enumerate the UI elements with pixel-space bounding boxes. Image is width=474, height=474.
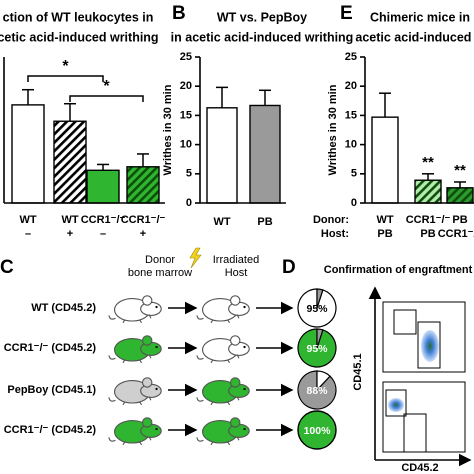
pie-slice	[316, 328, 324, 349]
chart-subtitle: in acetic acid-induced writhing	[171, 30, 354, 44]
row-title: Donor:	[313, 214, 349, 226]
donor-mouse	[108, 295, 162, 324]
donor-mouse	[108, 417, 162, 446]
x-tick-label: CCR1⁻/⁻	[438, 228, 474, 240]
y-tick-label: 5	[186, 168, 192, 180]
x-tick-label: +	[140, 228, 146, 240]
arrows	[168, 301, 294, 437]
bar	[53, 120, 87, 204]
panel-title: Confirmation of engraftment	[324, 264, 473, 276]
bar	[11, 104, 45, 204]
y-axis-label: Writhes in 30 min	[162, 84, 174, 175]
x-tick-label: CCR1⁻/⁻	[406, 214, 451, 226]
x-tick-label: WT	[61, 214, 78, 226]
significance-label: **	[454, 162, 466, 179]
bar	[414, 179, 442, 204]
x-tick-label: WT	[376, 214, 393, 226]
pie-label: 100%	[304, 425, 332, 437]
pie-slice	[316, 370, 331, 392]
x-tick-label: CCR1⁻/⁻	[121, 214, 166, 226]
panel-letter: C	[0, 257, 14, 278]
y-axis-label: Writhes in 30 min	[327, 84, 339, 175]
panel-letter: B	[172, 3, 186, 24]
row: CCR1⁻/⁻ (CD45.2)	[4, 417, 250, 446]
chart-title: ction of WT leukocytes in	[3, 10, 154, 24]
y-tick-label: 0	[351, 197, 357, 209]
axis-label: CD45.1	[352, 353, 364, 390]
significance-label: **	[422, 154, 434, 171]
pie-slice	[297, 410, 337, 450]
flow-plot	[382, 381, 466, 453]
significance-label: *	[103, 78, 110, 95]
bar	[126, 166, 160, 204]
x-tick-label: PB	[452, 214, 467, 226]
pie-label: 95%	[306, 303, 328, 315]
pie-label: 95%	[306, 343, 328, 355]
row-label: PepBoy (CD45.1)	[7, 384, 96, 396]
significance-bracket	[69, 95, 144, 102]
column-header: Donor	[145, 254, 175, 266]
x-tick-label: –	[100, 228, 106, 240]
flow-plot	[382, 301, 466, 373]
column-header: bone marrow	[128, 267, 192, 279]
donor-mouse	[108, 377, 162, 406]
chart-title: Chimeric mice in	[370, 10, 470, 24]
y-tick-label: 20	[345, 80, 357, 92]
x-tick-label: +	[67, 228, 73, 240]
x-tick-label: –	[25, 228, 31, 240]
row: CCR1⁻/⁻ (CD45.2)	[4, 335, 250, 364]
host-mouse	[196, 295, 250, 324]
pie-slice	[316, 288, 324, 309]
row-label: CCR1⁻/⁻ (CD45.2)	[4, 424, 97, 436]
panel-letter: E	[340, 3, 353, 24]
row: WT (CD45.2)	[31, 295, 250, 324]
y-tick-label: 25	[345, 51, 357, 63]
y-tick-label: 15	[345, 109, 357, 121]
axis-label: CD45.2	[401, 462, 438, 474]
y-tick-label: 20	[180, 80, 192, 92]
lightning-icon	[189, 247, 202, 269]
x-tick-label: PB	[377, 228, 392, 240]
bar	[86, 169, 120, 204]
host-mouse	[196, 335, 250, 364]
host-mouse	[196, 417, 250, 446]
bar	[446, 187, 474, 204]
panel-letter: D	[282, 257, 296, 278]
x-tick-label: PB	[257, 216, 272, 228]
x-tick-label: WT	[213, 216, 230, 228]
y-tick-label: 10	[345, 139, 357, 151]
bar	[249, 104, 281, 204]
y-tick-label: 25	[180, 51, 192, 63]
significance-bracket	[27, 75, 104, 82]
row-label: WT (CD45.2)	[31, 302, 96, 314]
bar	[206, 107, 238, 204]
x-tick-label: WT	[19, 214, 36, 226]
row-title: Host:	[321, 228, 349, 240]
significance-label: *	[62, 58, 69, 75]
y-tick-label: 0	[186, 197, 192, 209]
donor-mouse	[108, 335, 162, 364]
y-tick-label: 5	[351, 168, 357, 180]
chart-subtitle: cetic acid-induced writhing	[0, 30, 159, 44]
x-tick-label: PB	[420, 228, 435, 240]
y-tick-label: 15	[180, 109, 192, 121]
y-tick-label: 10	[180, 139, 192, 151]
column-header: Irradiated	[213, 254, 259, 266]
column-header: Host	[225, 267, 248, 279]
bar	[371, 116, 399, 204]
row: PepBoy (CD45.1)	[7, 377, 250, 406]
x-tick-label: CCR1⁻/⁻	[81, 214, 126, 226]
chart-subtitle: acetic acid-induced w	[355, 30, 474, 44]
row-label: CCR1⁻/⁻ (CD45.2)	[4, 342, 97, 354]
pie-label: 88%	[306, 385, 328, 397]
host-mouse	[196, 377, 250, 406]
chart-title: WT vs. PepBoy	[217, 10, 307, 24]
